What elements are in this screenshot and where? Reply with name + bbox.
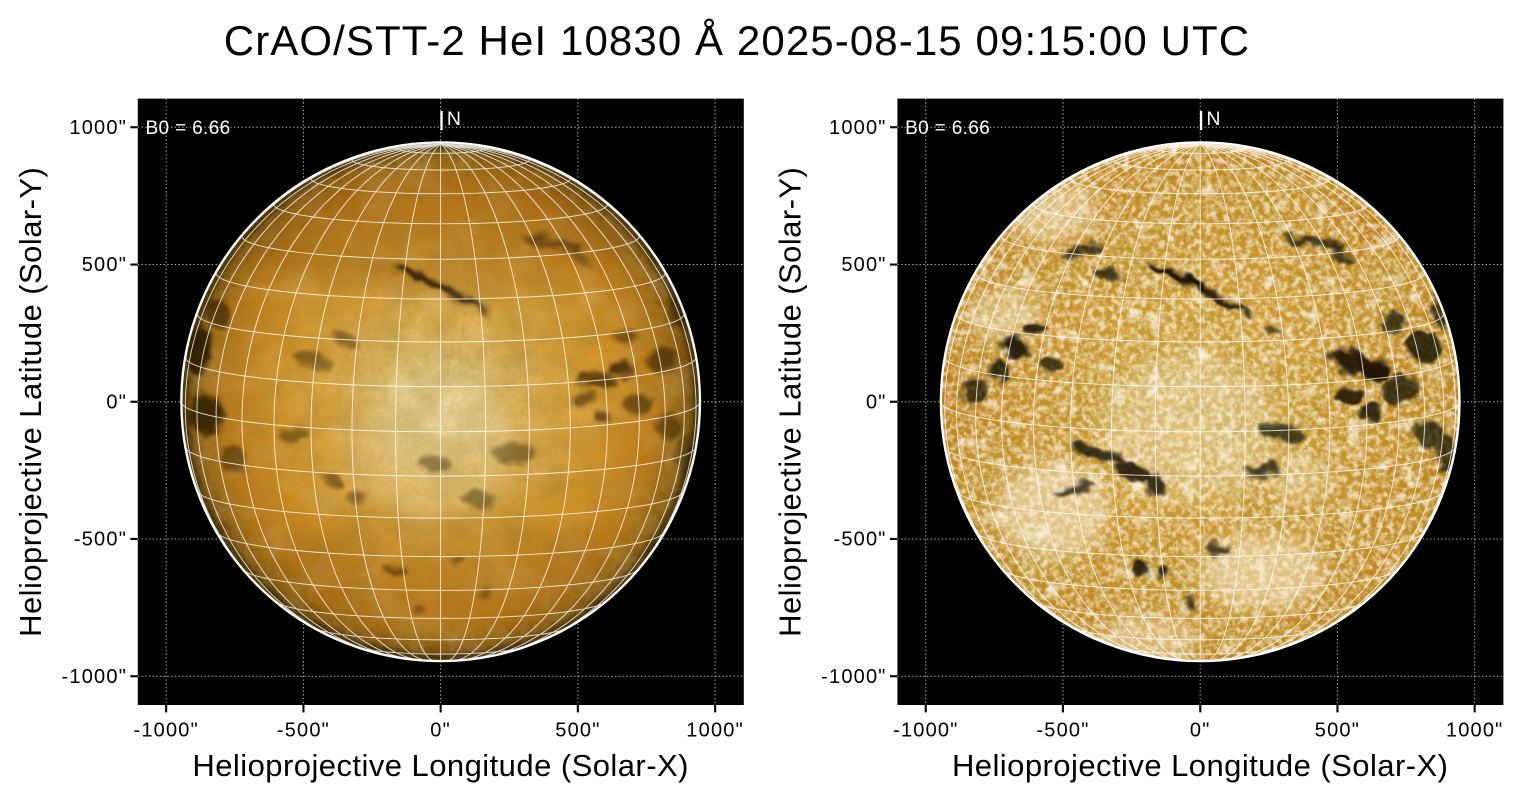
svg-text:1000": 1000" (686, 719, 744, 741)
svg-text:500": 500" (82, 254, 127, 276)
svg-text:Helioprojective Latitude (Sola: Helioprojective Latitude (Solar-Y) (773, 167, 808, 637)
svg-text:1000": 1000" (1446, 719, 1504, 741)
svg-text:500": 500" (1315, 719, 1360, 741)
svg-text:0": 0" (430, 719, 451, 741)
svg-text:0": 0" (106, 391, 127, 413)
svg-text:Helioprojective Longitude (Sol: Helioprojective Longitude (Solar-X) (952, 748, 1449, 783)
svg-text:N: N (1206, 108, 1220, 130)
svg-text:B0 = 6.66: B0 = 6.66 (905, 118, 990, 139)
svg-text:-1000": -1000" (133, 719, 198, 741)
svg-text:-1000": -1000" (821, 666, 886, 688)
svg-text:-500": -500" (74, 529, 127, 551)
svg-text:-500": -500" (277, 719, 330, 741)
svg-text:-1000": -1000" (62, 666, 127, 688)
svg-text:-1000": -1000" (893, 719, 958, 741)
svg-text:-500": -500" (833, 529, 886, 551)
svg-text:Helioprojective Latitude (Sola: Helioprojective Latitude (Solar-Y) (13, 167, 48, 637)
svg-text:1000": 1000" (69, 117, 127, 139)
svg-text:1000": 1000" (829, 117, 887, 139)
svg-text:B0 = 6.66: B0 = 6.66 (146, 118, 231, 139)
svg-text:0": 0" (1190, 719, 1211, 741)
svg-text:500": 500" (555, 719, 600, 741)
svg-text:500": 500" (841, 254, 886, 276)
svg-text:0": 0" (866, 391, 887, 413)
svg-text:N: N (447, 108, 461, 130)
svg-text:-500": -500" (1036, 719, 1089, 741)
svg-text:CrAO/STT-2 HeI 10830 Å 2025-08: CrAO/STT-2 HeI 10830 Å 2025-08-15 09:15:… (224, 17, 1250, 64)
svg-text:Helioprojective Longitude (Sol: Helioprojective Longitude (Solar-X) (192, 748, 689, 783)
